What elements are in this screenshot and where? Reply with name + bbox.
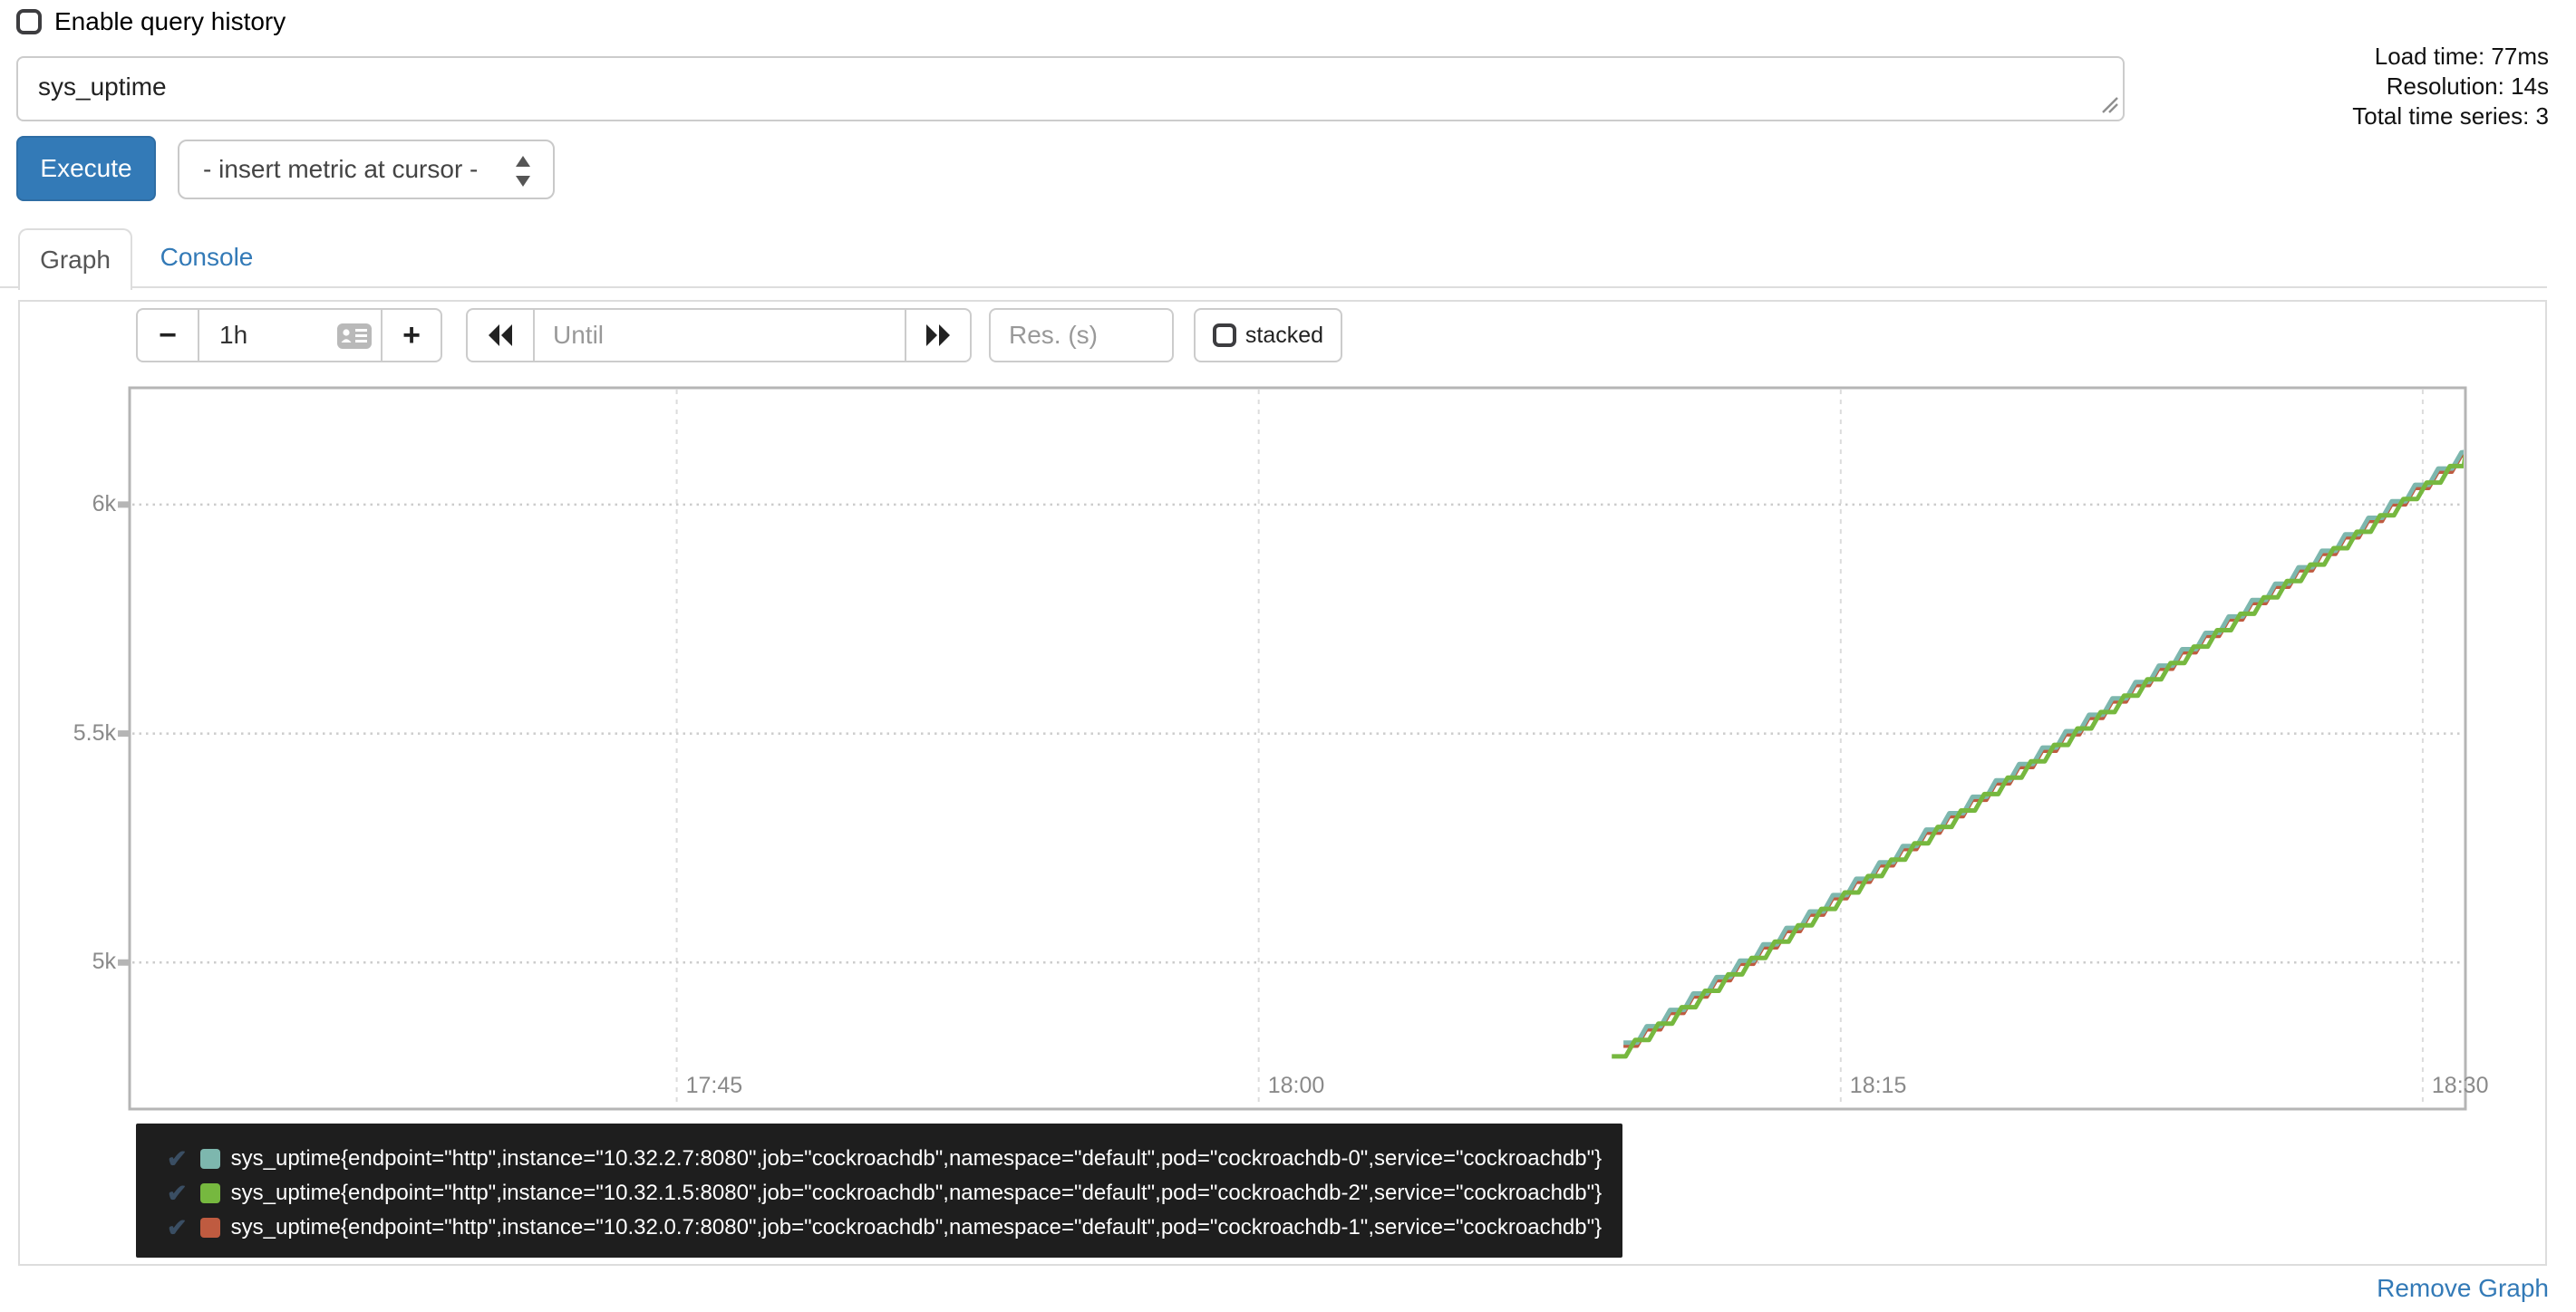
until-input-box (533, 308, 906, 362)
chart-legend: ✔ sys_uptime{endpoint="http",instance="10… (136, 1124, 1622, 1258)
stacked-toggle[interactable]: stacked (1194, 308, 1342, 362)
legend-series-label: sys_uptime{endpoint="http",instance="10.… (230, 1181, 1603, 1205)
legend-item[interactable]: ✔ sys_uptime{endpoint="http",instance="10… (167, 1211, 1622, 1245)
legend-check-icon: ✔ (167, 1144, 188, 1172)
textarea-resize-handle-icon (2102, 97, 2118, 113)
legend-item[interactable]: ✔ sys_uptime{endpoint="http",instance="10… (167, 1176, 1622, 1211)
y-axis-label: 5.5k (73, 719, 116, 746)
tab-console[interactable]: Console (143, 228, 270, 286)
legend-item[interactable]: ✔ sys_uptime{endpoint="http",instance="10… (167, 1142, 1622, 1176)
resolution-input[interactable] (991, 321, 1172, 350)
fast-forward-icon (926, 324, 950, 346)
execute-button[interactable]: Execute (16, 136, 156, 201)
x-axis-label: 18:00 (1267, 1073, 1325, 1098)
x-axis-label: 18:15 (1849, 1073, 1907, 1098)
shift-back-button[interactable] (466, 308, 535, 362)
minus-icon: − (159, 318, 177, 352)
range-input-box (198, 308, 383, 362)
select-arrows-icon (516, 156, 530, 187)
y-axis-label: 5k (92, 949, 116, 975)
insert-metric-select-value: - insert metric at cursor - (203, 155, 479, 183)
until-input[interactable] (535, 321, 905, 350)
range-control-group: − + (136, 308, 442, 362)
shift-forward-button[interactable] (905, 308, 972, 362)
legend-swatch (199, 1149, 220, 1169)
legend-series-label: sys_uptime{endpoint="http",instance="10.… (230, 1146, 1603, 1171)
plus-icon: + (402, 318, 421, 352)
enable-query-history-checkbox[interactable] (16, 9, 42, 34)
range-increase-button[interactable]: + (381, 308, 442, 362)
x-axis-label: 17:45 (685, 1073, 743, 1098)
range-input[interactable] (199, 321, 328, 350)
query-history-row: Enable query history (16, 7, 286, 36)
legend-series-label: sys_uptime{endpoint="http",instance="10.… (230, 1215, 1603, 1240)
legend-check-icon: ✔ (167, 1179, 188, 1207)
tab-console-label: Console (160, 243, 254, 271)
query-stats: Load time: 77ms Resolution: 14s Total ti… (2352, 42, 2549, 131)
legend-swatch (199, 1218, 220, 1238)
legend-swatch (199, 1183, 220, 1203)
insert-metric-select[interactable]: - insert metric at cursor - (178, 140, 555, 199)
graph-panel (18, 300, 2547, 1266)
range-decrease-button[interactable]: − (136, 308, 199, 362)
load-time-text: Load time: 77ms (2374, 43, 2549, 70)
rewind-icon (489, 324, 512, 346)
time-shift-group (466, 308, 972, 362)
query-expression-input[interactable]: sys_uptime (16, 56, 2125, 121)
tab-bar (0, 228, 2547, 288)
x-axis-label: 18:30 (2431, 1073, 2489, 1098)
legend-check-icon: ✔ (167, 1213, 188, 1241)
remove-graph-link[interactable]: Remove Graph (2377, 1274, 2549, 1302)
tab-graph[interactable]: Graph (18, 228, 132, 290)
stacked-label: stacked (1244, 322, 1324, 348)
total-series-text: Total time series: 3 (2352, 102, 2549, 130)
date-picker-icon[interactable] (337, 323, 372, 349)
tab-graph-label: Graph (40, 246, 111, 274)
resolution-input-box (989, 308, 1174, 362)
resolution-text: Resolution: 14s (2386, 72, 2549, 100)
query-input-wrap: sys_uptime (16, 56, 2125, 121)
y-axis-label: 6k (92, 490, 116, 516)
enable-query-history-label: Enable query history (54, 7, 286, 35)
stacked-checkbox[interactable] (1212, 323, 1236, 347)
